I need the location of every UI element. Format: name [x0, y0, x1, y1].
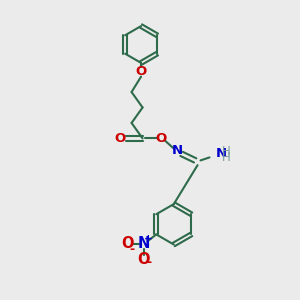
- Text: -: -: [147, 256, 152, 269]
- Text: O: O: [137, 252, 150, 267]
- Text: O: O: [115, 132, 126, 145]
- Text: -: -: [130, 243, 135, 256]
- Text: O: O: [136, 65, 147, 78]
- Text: N: N: [216, 147, 227, 161]
- Text: O: O: [155, 132, 167, 145]
- Text: +: +: [144, 234, 153, 244]
- Text: H: H: [222, 145, 230, 158]
- Text: N: N: [138, 236, 150, 251]
- Text: O: O: [121, 236, 134, 251]
- Text: N: N: [172, 144, 183, 158]
- Text: H: H: [222, 151, 230, 164]
